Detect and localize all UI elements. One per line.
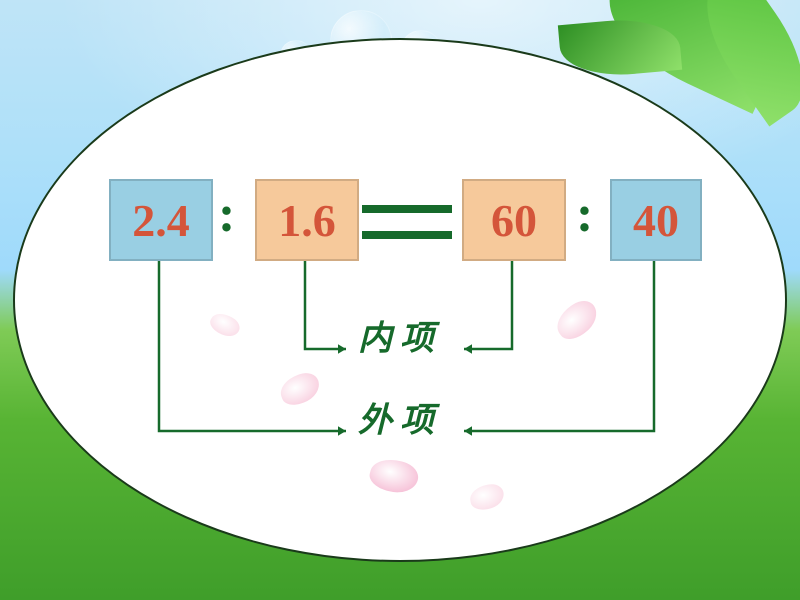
connector-arrow: [338, 344, 346, 354]
connector-arrow: [464, 426, 472, 436]
outer-term-label: 外项: [358, 393, 442, 442]
outer-connector-left-line: [159, 261, 346, 431]
inner-term-label: 内项: [358, 311, 442, 360]
inner-connector-left-line: [305, 261, 346, 349]
content-area: 2.41.66040 :: 内项 外项: [15, 40, 785, 560]
connector-lines: [15, 40, 785, 560]
content-ellipse: 2.41.66040 :: 内项 外项: [13, 38, 787, 562]
outer-connector-right-line: [464, 261, 654, 431]
connector-arrow: [464, 344, 472, 354]
connector-arrow: [338, 426, 346, 436]
inner-connector-right-line: [464, 261, 512, 349]
